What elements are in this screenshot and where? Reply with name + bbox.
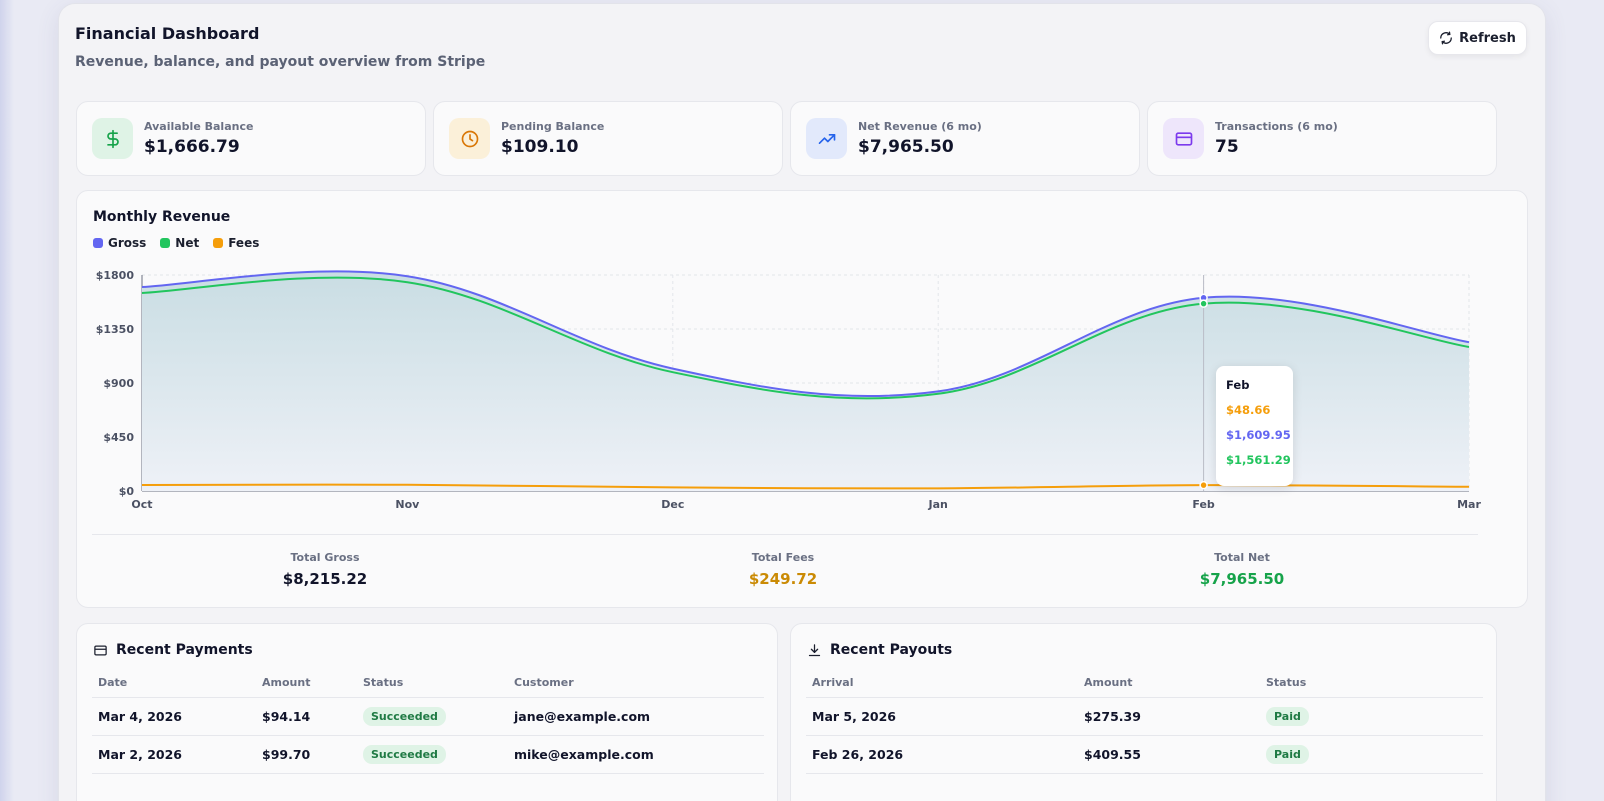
stat-value: $7,965.50 <box>858 137 954 157</box>
stat-card-net-revenue: Net Revenue (6 mo) $7,965.50 <box>790 101 1140 176</box>
clock-icon <box>449 118 490 159</box>
payment-date: Mar 4, 2026 <box>92 697 256 736</box>
total-fees: Total Fees $249.72 <box>683 551 883 588</box>
legend-net[interactable]: Net <box>160 236 199 250</box>
trending-up-icon <box>806 118 847 159</box>
total-net-value: $7,965.50 <box>1199 570 1285 588</box>
series-line-net <box>141 276 1470 400</box>
stat-card-pending-balance: Pending Balance $109.10 <box>433 101 783 176</box>
recent-payouts-title: Recent Payouts <box>807 642 952 658</box>
stat-label: Net Revenue (6 mo) <box>858 120 982 133</box>
credit-card-icon <box>94 645 107 655</box>
payouts-table: Arrival Amount Status Mar 5, 2026 $275.3… <box>806 672 1483 774</box>
y-tick-label: $900 <box>103 377 134 390</box>
payment-date: Mar 2, 2026 <box>92 735 256 774</box>
column-header[interactable]: Date <box>92 672 256 698</box>
payout-amount: $409.55 <box>1078 735 1260 774</box>
table-row[interactable]: Mar 2, 2026 $99.70 Succeeded mike@exampl… <box>92 735 764 774</box>
legend-fees[interactable]: Fees <box>213 236 259 250</box>
recent-payments-title: Recent Payments <box>93 642 253 658</box>
chart-title: Monthly Revenue <box>93 209 231 225</box>
stat-value: 75 <box>1215 137 1239 157</box>
x-tick-label: Oct <box>131 498 152 511</box>
tooltip-gross: $1,609.95 <box>1226 428 1291 442</box>
chart-divider <box>92 534 1478 535</box>
status-badge: Paid <box>1266 745 1309 764</box>
total-fees-label: Total Fees <box>751 551 815 564</box>
payment-customer: jane@example.com <box>508 697 764 736</box>
dashboard-shell: Financial Dashboard Revenue, balance, an… <box>59 4 1545 801</box>
stat-card-available-balance: Available Balance $1,666.79 <box>76 101 426 176</box>
payout-amount: $275.39 <box>1078 697 1260 736</box>
monthly-revenue-card: Monthly Revenue Gross Net Fees $0 $450 $90… <box>76 190 1528 608</box>
payment-amount: $99.70 <box>256 735 357 774</box>
recent-payouts-card: Recent Payouts Arrival Amount Status Mar… <box>790 623 1497 801</box>
table-row[interactable]: Mar 4, 2026 $94.14 Succeeded jane@exampl… <box>92 697 764 736</box>
x-tick-label: Jan <box>928 498 948 511</box>
stat-label: Transactions (6 mo) <box>1215 120 1338 133</box>
dollar-icon <box>92 118 133 159</box>
credit-card-icon <box>1163 118 1204 159</box>
stat-label: Available Balance <box>144 120 254 133</box>
column-header[interactable]: Status <box>1260 672 1483 698</box>
payout-arrival: Feb 26, 2026 <box>806 735 1078 774</box>
column-header[interactable]: Amount <box>1078 672 1260 698</box>
total-net: Total Net $7,965.50 <box>1142 551 1342 588</box>
status-badge: Paid <box>1266 707 1309 726</box>
y-tick-label: $0 <box>119 485 135 498</box>
payment-amount: $94.14 <box>256 697 357 736</box>
refresh-button[interactable]: Refresh <box>1428 21 1527 55</box>
chart-legend: Gross Net Fees <box>93 236 259 250</box>
column-header[interactable]: Amount <box>256 672 357 698</box>
page-subtitle: Revenue, balance, and payout overview fr… <box>75 54 486 70</box>
series-line-gross <box>141 270 1470 398</box>
recent-payments-card: Recent Payments Date Amount Status Custo… <box>76 623 778 801</box>
payments-table: Date Amount Status Customer Mar 4, 2026 … <box>92 672 764 774</box>
y-tick-label: $450 <box>103 431 134 444</box>
stat-value: $1,666.79 <box>144 137 240 157</box>
stat-label: Pending Balance <box>501 120 605 133</box>
active-point-net <box>1199 299 1208 308</box>
x-tick-label: Feb <box>1192 498 1215 511</box>
active-point-fees <box>1199 480 1208 490</box>
y-tick-label: $1350 <box>96 323 135 336</box>
stat-card-transactions: Transactions (6 mo) 75 <box>1147 101 1497 176</box>
page-title: Financial Dashboard <box>75 24 260 43</box>
tooltip-fees: $48.66 <box>1226 403 1271 417</box>
status-badge: Succeeded <box>363 707 446 726</box>
download-icon <box>808 643 821 656</box>
column-header[interactable]: Arrival <box>806 672 1078 698</box>
chart-tooltip: Feb $48.66 $1,609.95 $1,561.29 <box>1216 366 1293 486</box>
total-gross-label: Total Gross <box>290 551 360 564</box>
total-gross-value: $8,215.22 <box>282 570 368 588</box>
gross-area <box>142 271 1469 491</box>
tooltip-month: Feb <box>1226 378 1250 392</box>
refresh-icon <box>1440 31 1453 45</box>
stat-value: $109.10 <box>501 137 579 157</box>
x-tick-label: Dec <box>661 498 684 511</box>
column-header[interactable]: Status <box>357 672 508 698</box>
total-net-label: Total Net <box>1214 551 1270 564</box>
x-tick-label: Nov <box>395 498 420 511</box>
recent-payouts-label: Recent Payouts <box>830 642 953 658</box>
tooltip-net: $1,561.29 <box>1226 453 1291 467</box>
revenue-chart[interactable]: $0 $450 $900 $1350 $1800 Oct Nov Dec Jan Feb Mar <box>77 191 1529 521</box>
column-header[interactable]: Customer <box>508 672 764 698</box>
table-row[interactable]: Mar 5, 2026 $275.39 Paid <box>806 697 1483 736</box>
payment-customer: mike@example.com <box>508 735 764 774</box>
recent-payments-label: Recent Payments <box>116 642 253 658</box>
table-row[interactable]: Feb 26, 2026 $409.55 Paid <box>806 735 1483 774</box>
status-badge: Succeeded <box>363 745 446 764</box>
total-fees-value: $249.72 <box>748 570 818 588</box>
y-tick-label: $1800 <box>96 269 135 282</box>
x-tick-label: Mar <box>1457 498 1481 511</box>
total-gross: Total Gross $8,215.22 <box>225 551 425 588</box>
payout-arrival: Mar 5, 2026 <box>806 697 1078 736</box>
refresh-label: Refresh <box>1459 30 1516 46</box>
legend-gross[interactable]: Gross <box>93 236 146 250</box>
